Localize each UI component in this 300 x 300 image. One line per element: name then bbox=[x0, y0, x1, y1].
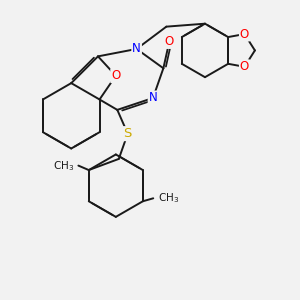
Text: O: O bbox=[165, 35, 174, 48]
Text: O: O bbox=[240, 60, 249, 73]
Text: CH$_3$: CH$_3$ bbox=[158, 191, 179, 205]
Text: O: O bbox=[240, 28, 249, 40]
Text: N: N bbox=[148, 92, 157, 104]
Text: S: S bbox=[124, 127, 132, 140]
Text: CH$_3$: CH$_3$ bbox=[53, 159, 74, 172]
Text: N: N bbox=[132, 42, 141, 56]
Text: O: O bbox=[111, 69, 120, 82]
